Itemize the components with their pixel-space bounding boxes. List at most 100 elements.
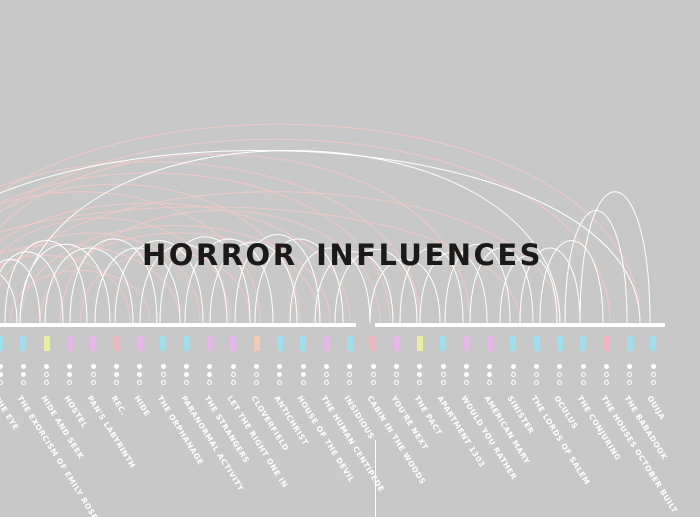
genre-swatch <box>253 336 260 351</box>
genre-swatch <box>43 336 50 351</box>
rating-dot-empty <box>0 380 3 385</box>
genre-swatch <box>66 336 73 351</box>
influence-arc <box>0 191 561 324</box>
rating-dot-filled <box>487 364 493 369</box>
rating-dot-filled <box>67 372 73 377</box>
rating-dot-empty <box>580 380 586 385</box>
genre-swatch <box>136 336 143 351</box>
rating-dot-empty <box>557 372 563 377</box>
influence-arc <box>369 258 441 324</box>
rating-dot-empty <box>184 380 190 385</box>
influence-arc <box>0 202 351 324</box>
genre-swatch <box>230 336 237 351</box>
rating-dot-filled <box>0 364 3 369</box>
rating-dot-filled <box>417 364 423 369</box>
rating-dot-empty <box>370 380 376 385</box>
rating-dot-empty <box>347 380 353 385</box>
rating-dot-empty <box>557 380 563 385</box>
influence-arc <box>79 251 251 324</box>
influence-arc <box>314 251 394 324</box>
rating-dot-empty <box>440 380 446 385</box>
influence-arc <box>59 210 381 324</box>
rating-dot-empty <box>604 380 610 385</box>
influence-arc <box>0 206 521 324</box>
rating-dot-empty <box>324 372 330 377</box>
rating-dot-empty <box>90 372 96 377</box>
genre-swatch <box>486 336 493 351</box>
rating-dot-filled <box>580 364 586 369</box>
rating-dot-filled <box>650 364 656 369</box>
rating-dot-filled <box>347 364 353 369</box>
rating-dot-empty <box>394 380 400 385</box>
influence-arc <box>519 247 581 324</box>
genre-swatch <box>416 336 423 351</box>
rating-dot-filled <box>184 364 190 369</box>
influence-arc <box>499 255 558 324</box>
genre-swatch <box>440 336 447 351</box>
rating-dot-empty <box>440 372 446 377</box>
genre-swatch <box>603 336 610 351</box>
rating-dot-empty <box>114 380 120 385</box>
rating-dot-empty <box>604 372 610 377</box>
genre-swatch <box>183 336 190 351</box>
rating-dot-empty <box>324 380 330 385</box>
rating-dot-filled <box>370 364 376 369</box>
rating-dot-filled <box>20 364 26 369</box>
rating-dot-filled <box>90 364 96 369</box>
rating-dot-filled <box>230 364 236 369</box>
rating-dot-empty <box>230 372 236 377</box>
influence-arc <box>539 240 604 324</box>
influence-arc <box>0 274 18 324</box>
influence-arc <box>0 161 421 324</box>
genre-swatch <box>626 336 633 351</box>
rating-dot-filled <box>627 364 633 369</box>
rating-dot-filled <box>394 364 400 369</box>
rating-dot-filled <box>277 372 283 377</box>
rating-dot-empty <box>90 380 96 385</box>
influence-arc <box>0 153 471 324</box>
genre-swatch <box>556 336 563 351</box>
rating-dot-filled <box>487 372 493 377</box>
rating-dot-filled <box>137 372 143 377</box>
rating-dot-empty <box>67 380 73 385</box>
influence-arc <box>0 217 231 324</box>
rating-dot-filled <box>184 372 190 377</box>
rating-dot-empty <box>417 380 423 385</box>
influence-arc <box>69 238 158 324</box>
influence-arc <box>579 191 651 324</box>
genre-swatch <box>370 336 377 351</box>
rating-dot-empty <box>627 372 633 377</box>
influence-arc <box>139 243 228 324</box>
influence-arc <box>399 247 464 324</box>
genre-swatch <box>113 336 120 351</box>
rating-dot-filled <box>300 372 306 377</box>
timeline-divider <box>375 440 376 517</box>
rating-dot-empty <box>394 372 400 377</box>
rating-dot-empty <box>650 380 656 385</box>
rating-dot-filled <box>114 364 120 369</box>
rating-dot-filled <box>300 364 306 369</box>
rating-dot-empty <box>254 380 260 385</box>
influence-arc <box>4 240 88 324</box>
influence-arc <box>444 244 511 324</box>
rating-dot-filled <box>137 364 143 369</box>
rating-dot-empty <box>627 380 633 385</box>
rating-dot-filled <box>440 364 446 369</box>
influence-arc <box>184 238 274 324</box>
influence-arc <box>0 183 301 324</box>
rating-dot-empty <box>254 372 260 377</box>
genre-swatch <box>0 336 3 351</box>
rating-dot-filled <box>207 372 213 377</box>
influence-arc <box>0 258 41 324</box>
rating-dot-filled <box>114 372 120 377</box>
rating-dot-filled <box>464 372 470 377</box>
rating-dot-filled <box>160 364 166 369</box>
genre-swatch <box>580 336 587 351</box>
influence-arc <box>0 232 201 324</box>
rating-dot-empty <box>580 372 586 377</box>
genre-swatch <box>276 336 283 351</box>
genre-swatch <box>90 336 97 351</box>
influence-arc <box>0 138 611 324</box>
